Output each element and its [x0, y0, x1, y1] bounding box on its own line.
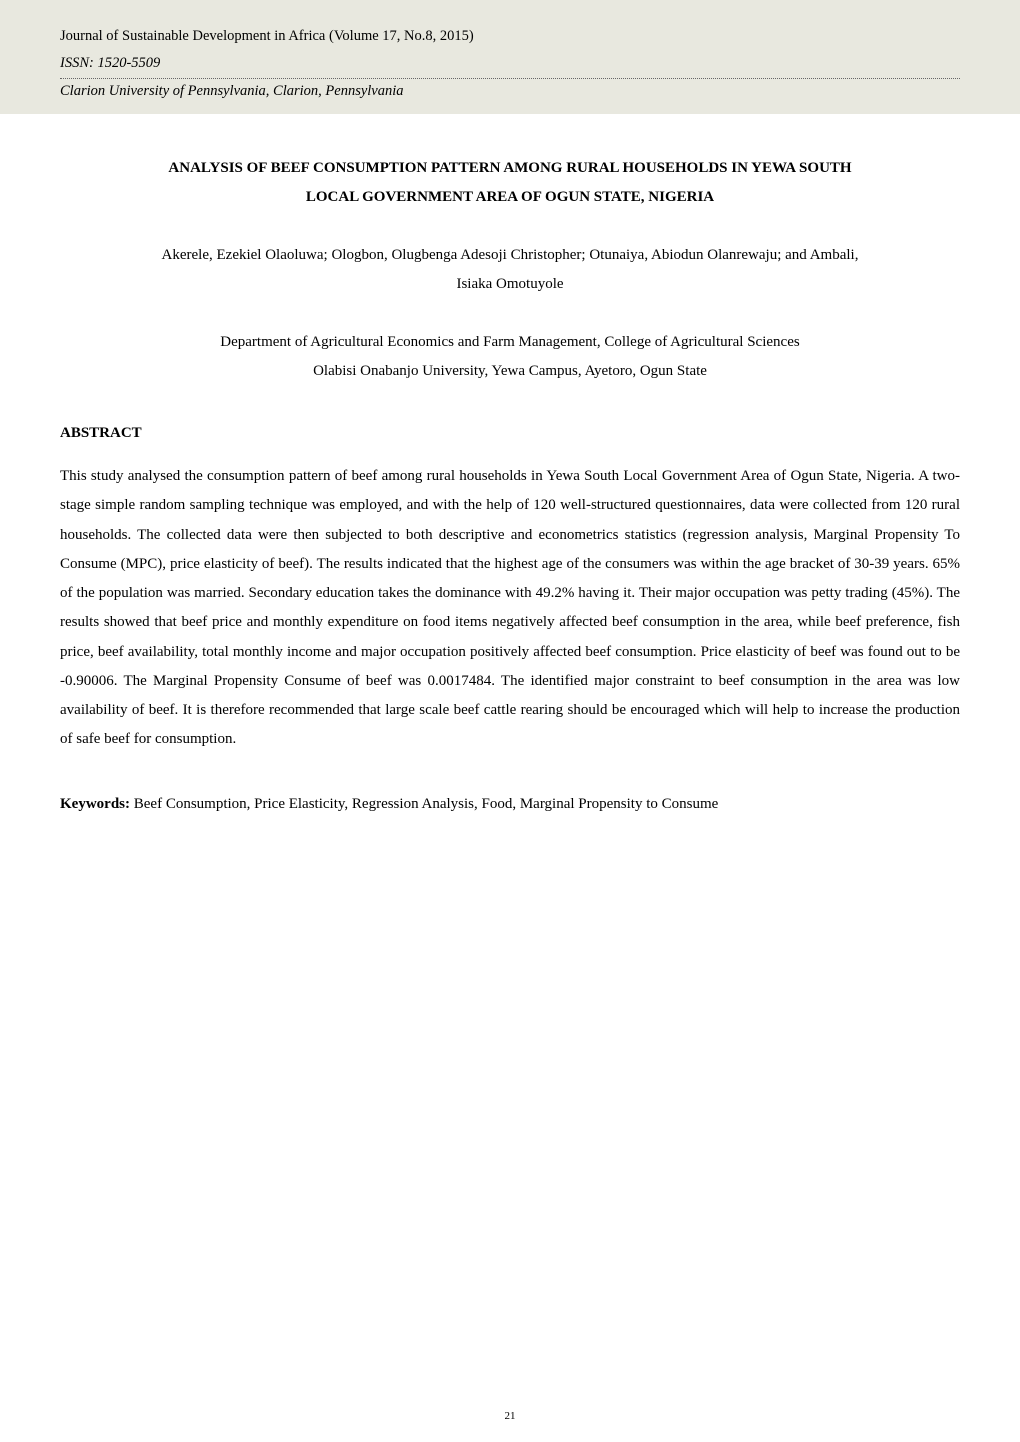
affiliation-block: Department of Agricultural Economics and…	[60, 328, 960, 385]
authors-line-1: Akerele, Ezekiel Olaoluwa; Ologbon, Olug…	[162, 247, 859, 263]
journal-title-line: Journal of Sustainable Development in Af…	[60, 28, 960, 45]
main-content: ANALYSIS OF BEEF CONSUMPTION PATTERN AMO…	[0, 154, 1020, 818]
abstract-heading: ABSTRACT	[60, 425, 960, 442]
affiliation-line-1: Department of Agricultural Economics and…	[220, 334, 799, 350]
abstract-body: This study analysed the consumption patt…	[60, 462, 960, 755]
keywords-block: Keywords: Beef Consumption, Price Elasti…	[60, 790, 960, 819]
header-separator	[60, 78, 960, 79]
paper-title: ANALYSIS OF BEEF CONSUMPTION PATTERN AMO…	[60, 154, 960, 211]
title-line-1: ANALYSIS OF BEEF CONSUMPTION PATTERN AMO…	[168, 160, 851, 176]
university-line: Clarion University of Pennsylvania, Clar…	[60, 83, 960, 100]
authors-block: Akerele, Ezekiel Olaoluwa; Ologbon, Olug…	[60, 241, 960, 298]
page-number: 21	[505, 1410, 516, 1422]
issn-line: ISSN: 1520-5509	[60, 55, 960, 72]
keywords-text: Beef Consumption, Price Elasticity, Regr…	[130, 796, 718, 812]
authors-line-2: Isiaka Omotuyole	[456, 276, 563, 292]
journal-header-box: Journal of Sustainable Development in Af…	[0, 0, 1020, 114]
title-line-2: LOCAL GOVERNMENT AREA OF OGUN STATE, NIG…	[306, 189, 714, 205]
affiliation-line-2: Olabisi Onabanjo University, Yewa Campus…	[313, 363, 707, 379]
keywords-label: Keywords:	[60, 796, 130, 812]
